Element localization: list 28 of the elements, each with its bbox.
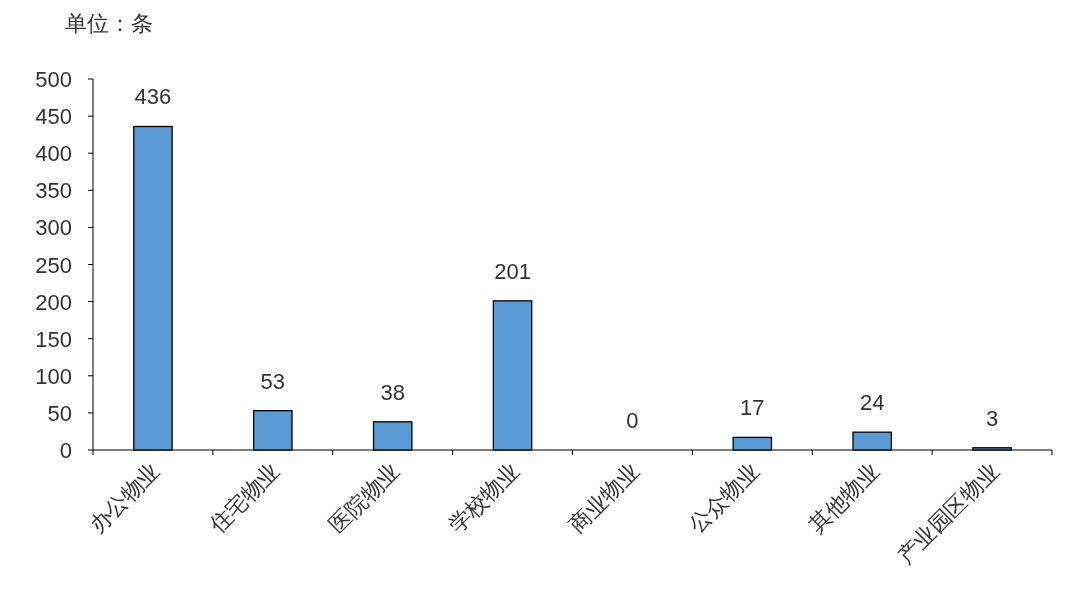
data-label: 24 — [859, 390, 885, 416]
y-tick-label: 300 — [35, 215, 72, 241]
x-tick-label: 产业园区物业 — [892, 457, 1004, 569]
y-tick-label: 450 — [35, 104, 72, 130]
y-tick-label: 100 — [35, 363, 72, 389]
y-axis-title: 单位：条 — [65, 11, 153, 36]
data-label: 3 — [985, 405, 999, 431]
data-label: 436 — [134, 84, 172, 110]
data-label: 0 — [626, 408, 639, 433]
y-tick-label: 0 — [59, 438, 72, 463]
x-tick-label: 住宅物业 — [203, 457, 285, 539]
y-tick-label: 150 — [35, 326, 72, 352]
y-tick-label: 400 — [35, 141, 72, 167]
data-label: 17 — [740, 395, 765, 421]
data-label: 53 — [260, 368, 286, 394]
data-label: 38 — [380, 379, 405, 405]
x-tick-label: 商业物业 — [564, 457, 644, 538]
y-tick-label: 50 — [47, 400, 72, 426]
data-label: 201 — [494, 258, 531, 284]
y-tick-label: 350 — [35, 178, 72, 204]
x-tick-label: 医院物业 — [324, 457, 405, 538]
x-tick-label: 办公物业 — [84, 457, 165, 538]
x-tick-label: 公众物业 — [683, 457, 764, 538]
y-tick-label: 500 — [35, 67, 72, 92]
y-tick-label: 200 — [35, 289, 72, 315]
x-tick-label: 其他物业 — [803, 457, 884, 538]
x-tick-label: 学校物业 — [444, 457, 525, 538]
y-tick-label: 250 — [35, 252, 72, 278]
